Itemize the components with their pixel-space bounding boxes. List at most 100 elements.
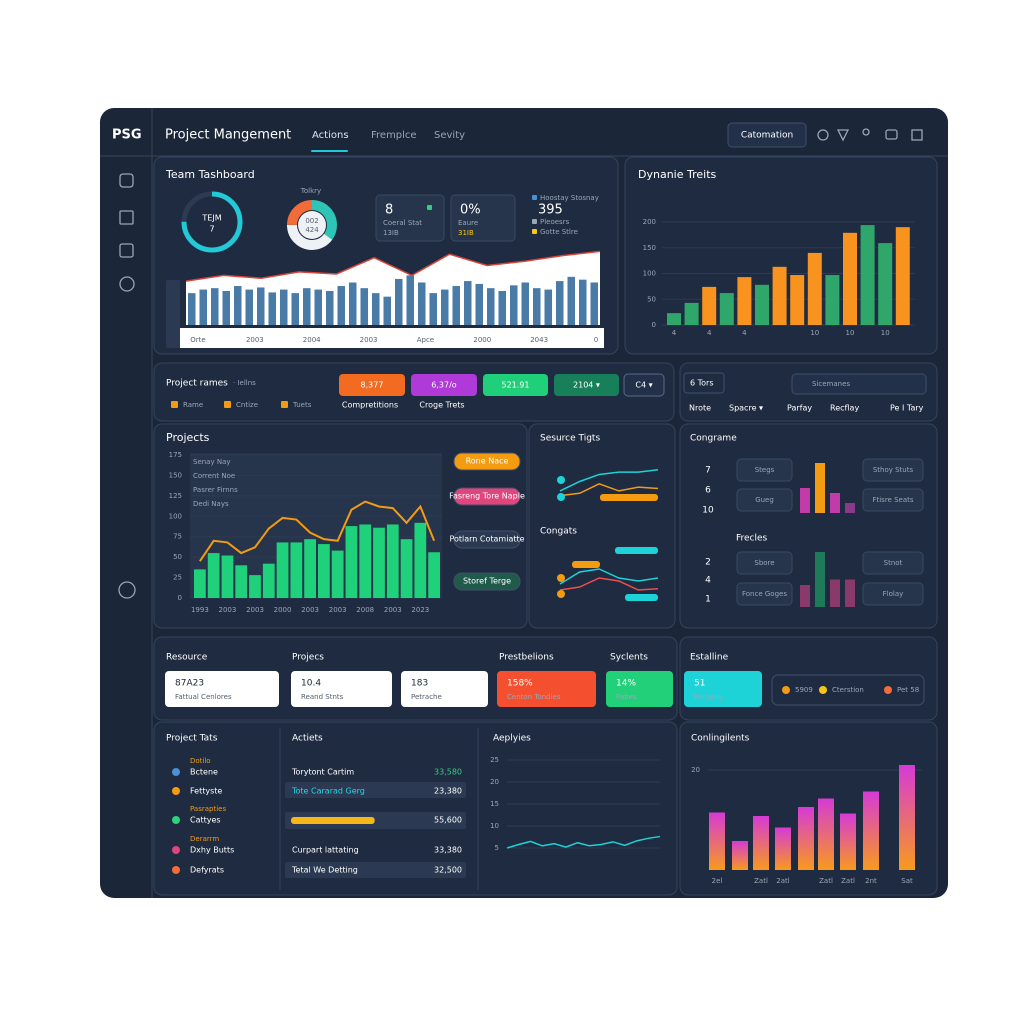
nav-icon[interactable] (119, 243, 134, 258)
tag-label[interactable]: Storef Terge (463, 577, 511, 586)
header-icon[interactable] (885, 129, 898, 140)
item-label[interactable]: Cntize (236, 401, 258, 409)
item-label[interactable]: Rame (183, 401, 203, 409)
metric-number: 2 (705, 558, 711, 568)
filter-tab[interactable]: Recflay (830, 404, 859, 413)
x-tick-label: Orte (190, 336, 205, 344)
pill-mark (572, 561, 600, 568)
nav-tab[interactable]: Actions (312, 130, 349, 141)
filter-tab[interactable]: Parfay (787, 404, 812, 413)
pill-item[interactable]: Pet 58 (897, 686, 919, 694)
bar (818, 798, 834, 870)
tag[interactable] (453, 487, 521, 506)
bar (429, 293, 437, 325)
tag[interactable] (453, 530, 521, 549)
nav-tab[interactable]: Fremplce (371, 130, 417, 141)
nav-icon[interactable] (119, 276, 135, 292)
pill-button[interactable] (411, 374, 477, 396)
mini-button[interactable] (862, 582, 924, 606)
tag[interactable] (453, 572, 521, 591)
header-icon[interactable] (836, 129, 850, 142)
mini-button[interactable] (862, 488, 924, 512)
line (199, 500, 436, 562)
panel-title: Congrame (690, 434, 737, 444)
mini-button[interactable] (736, 551, 793, 575)
pill-label[interactable]: 8,377 (361, 381, 384, 390)
mini-button[interactable] (736, 488, 793, 512)
pill-item[interactable]: Cterstion (832, 686, 864, 694)
x-tick-label: 2000 (473, 336, 491, 344)
pill-label[interactable]: 6,37/o (431, 381, 457, 390)
link[interactable]: Croge Trets (419, 401, 464, 410)
pill-label[interactable]: 2104 ▾ (573, 381, 600, 390)
x-tick-label: 2003 (384, 606, 402, 614)
bar (702, 286, 717, 325)
filter-tab[interactable]: Nrote (689, 404, 711, 413)
bar (895, 227, 910, 325)
mini-button-label[interactable]: Sthoy Stuts (873, 466, 914, 474)
header-icon[interactable] (862, 128, 870, 136)
tag[interactable] (453, 452, 521, 471)
mini-button[interactable] (736, 458, 793, 482)
bar (373, 527, 385, 598)
card-value: 158% (507, 679, 533, 689)
mini-button-label[interactable]: Sbore (754, 559, 774, 567)
mini-button-label[interactable]: Stnot (884, 559, 903, 567)
card-label: Pertylng (694, 693, 723, 701)
link[interactable]: Compretitions (342, 401, 398, 410)
tag-label[interactable]: Potlarn Cotamiatte (449, 535, 524, 544)
axis-strip (180, 328, 604, 348)
filter-tab[interactable]: Pe I Tary (890, 404, 924, 413)
nav-icon[interactable] (118, 581, 136, 599)
filter-tab[interactable]: Spacre ▾ (729, 404, 763, 413)
pill-button[interactable] (623, 373, 665, 397)
metric-card (291, 671, 392, 707)
dropdown-label[interactable]: Sicemanes (812, 380, 850, 388)
tag-label[interactable]: Rone Nace (466, 457, 509, 466)
mini-button-label[interactable]: Ftisre Seats (872, 496, 913, 504)
mini-button[interactable] (862, 458, 924, 482)
dropdown[interactable] (791, 373, 927, 395)
pill-button[interactable] (483, 374, 548, 396)
mini-button[interactable] (862, 551, 924, 575)
bar (800, 585, 810, 607)
metric-card (401, 671, 488, 707)
button[interactable] (727, 122, 807, 148)
header-icon[interactable] (911, 129, 923, 141)
legend-value: 395 (538, 203, 563, 218)
pill-button[interactable] (339, 374, 405, 396)
bar (234, 286, 242, 325)
bar (815, 463, 825, 513)
mini-button[interactable] (736, 582, 793, 606)
line (559, 577, 659, 591)
row-subtitle: · Iellns (233, 379, 256, 387)
nav-tab[interactable]: Sevity (434, 130, 465, 141)
pill-dot (782, 686, 790, 694)
mini-button-label[interactable]: Flolay (883, 590, 904, 598)
bar (830, 579, 840, 607)
section-header: Estalline (690, 653, 729, 663)
section-header: Resource (166, 653, 208, 663)
pill-mark (625, 594, 658, 601)
pill-label[interactable]: C4 ▾ (635, 381, 652, 390)
item-label[interactable]: Tuets (292, 401, 312, 409)
mini-button-label[interactable]: Gueg (755, 496, 774, 504)
series-label: Senay Nay (193, 458, 231, 466)
header-icon[interactable] (817, 129, 829, 141)
mini-button-label[interactable]: Stegs (755, 466, 775, 474)
pill-item[interactable]: 5909 (795, 686, 813, 694)
button-label[interactable]: Catomation (741, 131, 793, 141)
nav-icon[interactable] (119, 210, 134, 225)
mini-button-label[interactable]: Fonce Goges (742, 590, 787, 598)
x-tick-label: 4 (742, 329, 747, 337)
y-tick-label: 20 (691, 766, 700, 774)
bar (845, 503, 855, 513)
pill-button[interactable] (554, 374, 619, 396)
nav-icon[interactable] (119, 173, 134, 188)
pill-label[interactable]: 521.91 (502, 381, 530, 390)
metric-card (165, 671, 279, 707)
count-box (683, 372, 725, 394)
tag-label[interactable]: Fasreng Tore Naple (449, 492, 525, 501)
series-label: Corrent Noe (193, 472, 235, 480)
bar (830, 493, 840, 513)
